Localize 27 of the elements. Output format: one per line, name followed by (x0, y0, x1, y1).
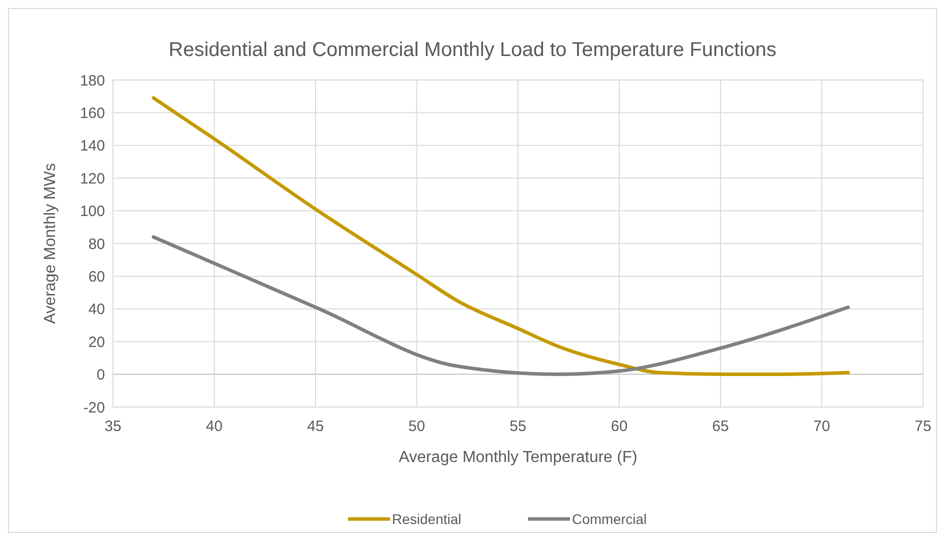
x-tick-label: 60 (610, 418, 628, 435)
x-tick-label: 55 (510, 418, 526, 435)
y-tick-label: 60 (88, 268, 105, 286)
x-tick-label: 65 (712, 418, 729, 435)
line-series (152, 96, 850, 376)
y-tick-label: 140 (80, 138, 105, 155)
y-axis-title: Average Monthly MWs (42, 163, 59, 324)
x-tick-label: 45 (307, 418, 324, 435)
line-series (152, 235, 850, 376)
y-tick-label: 100 (80, 203, 105, 220)
chart-title: Residential and Commercial Monthly Load to Temperature Functions (168, 39, 776, 61)
y-tick-label: -20 (83, 399, 105, 416)
y-tick-label: 160 (80, 104, 105, 122)
y-tick-label: 0 (96, 366, 105, 384)
y-tick-label: 180 (80, 72, 105, 90)
x-tick-label: 40 (206, 418, 223, 435)
y-tick-label: 80 (88, 236, 105, 253)
y-tick-label: 40 (88, 301, 105, 318)
legend-label: Commercial (572, 510, 647, 527)
y-tick-label: 120 (80, 170, 105, 188)
x-tick-label: 70 (813, 418, 830, 435)
x-tick-label: 75 (914, 418, 932, 435)
x-tick-label: 50 (408, 418, 426, 435)
x-axis-title: Average Monthly Temperature (F) (398, 449, 638, 466)
x-tick-label: 35 (104, 418, 122, 435)
legend-label: Residential (392, 510, 462, 527)
y-tick-label: 20 (88, 334, 105, 351)
